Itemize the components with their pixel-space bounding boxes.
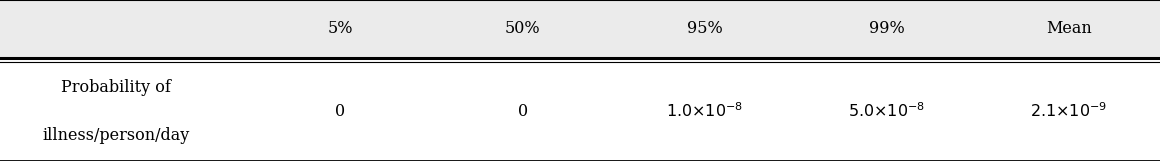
Text: 0: 0 xyxy=(335,103,346,120)
Text: 99%: 99% xyxy=(869,20,905,38)
Text: $5.0{\times}10^{-8}$: $5.0{\times}10^{-8}$ xyxy=(848,102,926,121)
Text: 0: 0 xyxy=(517,103,528,120)
Text: illness/person/day: illness/person/day xyxy=(43,127,189,144)
Text: 5%: 5% xyxy=(328,20,353,38)
Bar xyxy=(0,0,1160,58)
Text: $1.0{\times}10^{-8}$: $1.0{\times}10^{-8}$ xyxy=(666,102,744,121)
Text: 95%: 95% xyxy=(687,20,723,38)
Text: 50%: 50% xyxy=(505,20,541,38)
Text: $2.1{\times}10^{-9}$: $2.1{\times}10^{-9}$ xyxy=(1030,102,1108,121)
Text: Mean: Mean xyxy=(1046,20,1092,38)
Text: Probability of: Probability of xyxy=(61,79,171,96)
